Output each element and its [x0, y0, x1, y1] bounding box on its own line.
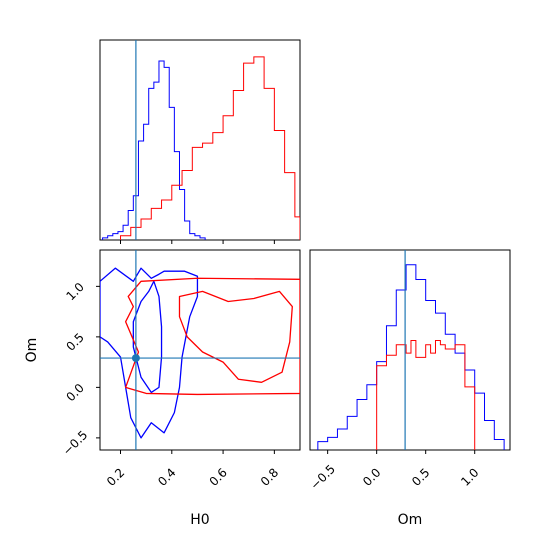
panel-om-vs-h0: 0.2 0.4 0.6 0.8 −0.5 0.0 0.5 1.0: [60, 249, 301, 489]
om-x-tick-label-2: 0.5: [409, 465, 432, 488]
om-x-tick-label-1: 0.0: [360, 465, 383, 488]
contour-red-inner: [178, 290, 293, 383]
mid-y-tick-label-2: 0.5: [63, 330, 86, 353]
h0-hist-series-0: [102, 60, 206, 240]
om-x-tick-label-3: 1.0: [458, 465, 481, 488]
panel-h0-marginal-frame: [99, 39, 301, 241]
mid-y-tick-label-0: −0.5: [60, 428, 91, 459]
h0-histograms: [102, 40, 300, 240]
om-hist-series-1: [376, 340, 476, 450]
x-axis-label-h0: H0: [190, 512, 209, 528]
h0-marginal-ticks: [120, 240, 275, 244]
panel-h0-marginal: [99, 39, 301, 244]
mid-y-tick-label-1: 0.0: [63, 381, 86, 404]
x-axis-label-om: Om: [398, 512, 423, 528]
mid-x-tick-label-3: 0.8: [258, 465, 281, 488]
mid-x-tick-label-0: 0.2: [104, 465, 127, 488]
panel-om-marginal: −0.5 0.0 0.5 1.0: [308, 249, 511, 492]
om-x-tick-label-0: −0.5: [308, 462, 339, 493]
contour-red-outer: [124, 277, 300, 396]
om-histograms: [317, 250, 505, 450]
mid-y-tick-label-3: 1.0: [63, 280, 86, 303]
om-vs-h0-contours: [100, 250, 300, 450]
om-hist-series-0: [317, 264, 505, 450]
contour-blue-outer: [100, 267, 199, 439]
panel-om-marginal-frame: [309, 249, 511, 451]
truth-point: [131, 354, 140, 363]
om-vs-h0-ticks: 0.2 0.4 0.6 0.8 −0.5 0.0 0.5 1.0: [60, 280, 281, 489]
y-axis-label-om: Om: [24, 338, 40, 363]
mid-x-tick-label-1: 0.4: [155, 465, 178, 488]
mid-x-tick-label-2: 0.6: [207, 465, 230, 488]
h0-hist-series-1: [120, 56, 300, 240]
contour-blue-inner: [132, 280, 163, 394]
om-marginal-ticks: −0.5 0.0 0.5 1.0: [308, 450, 482, 492]
